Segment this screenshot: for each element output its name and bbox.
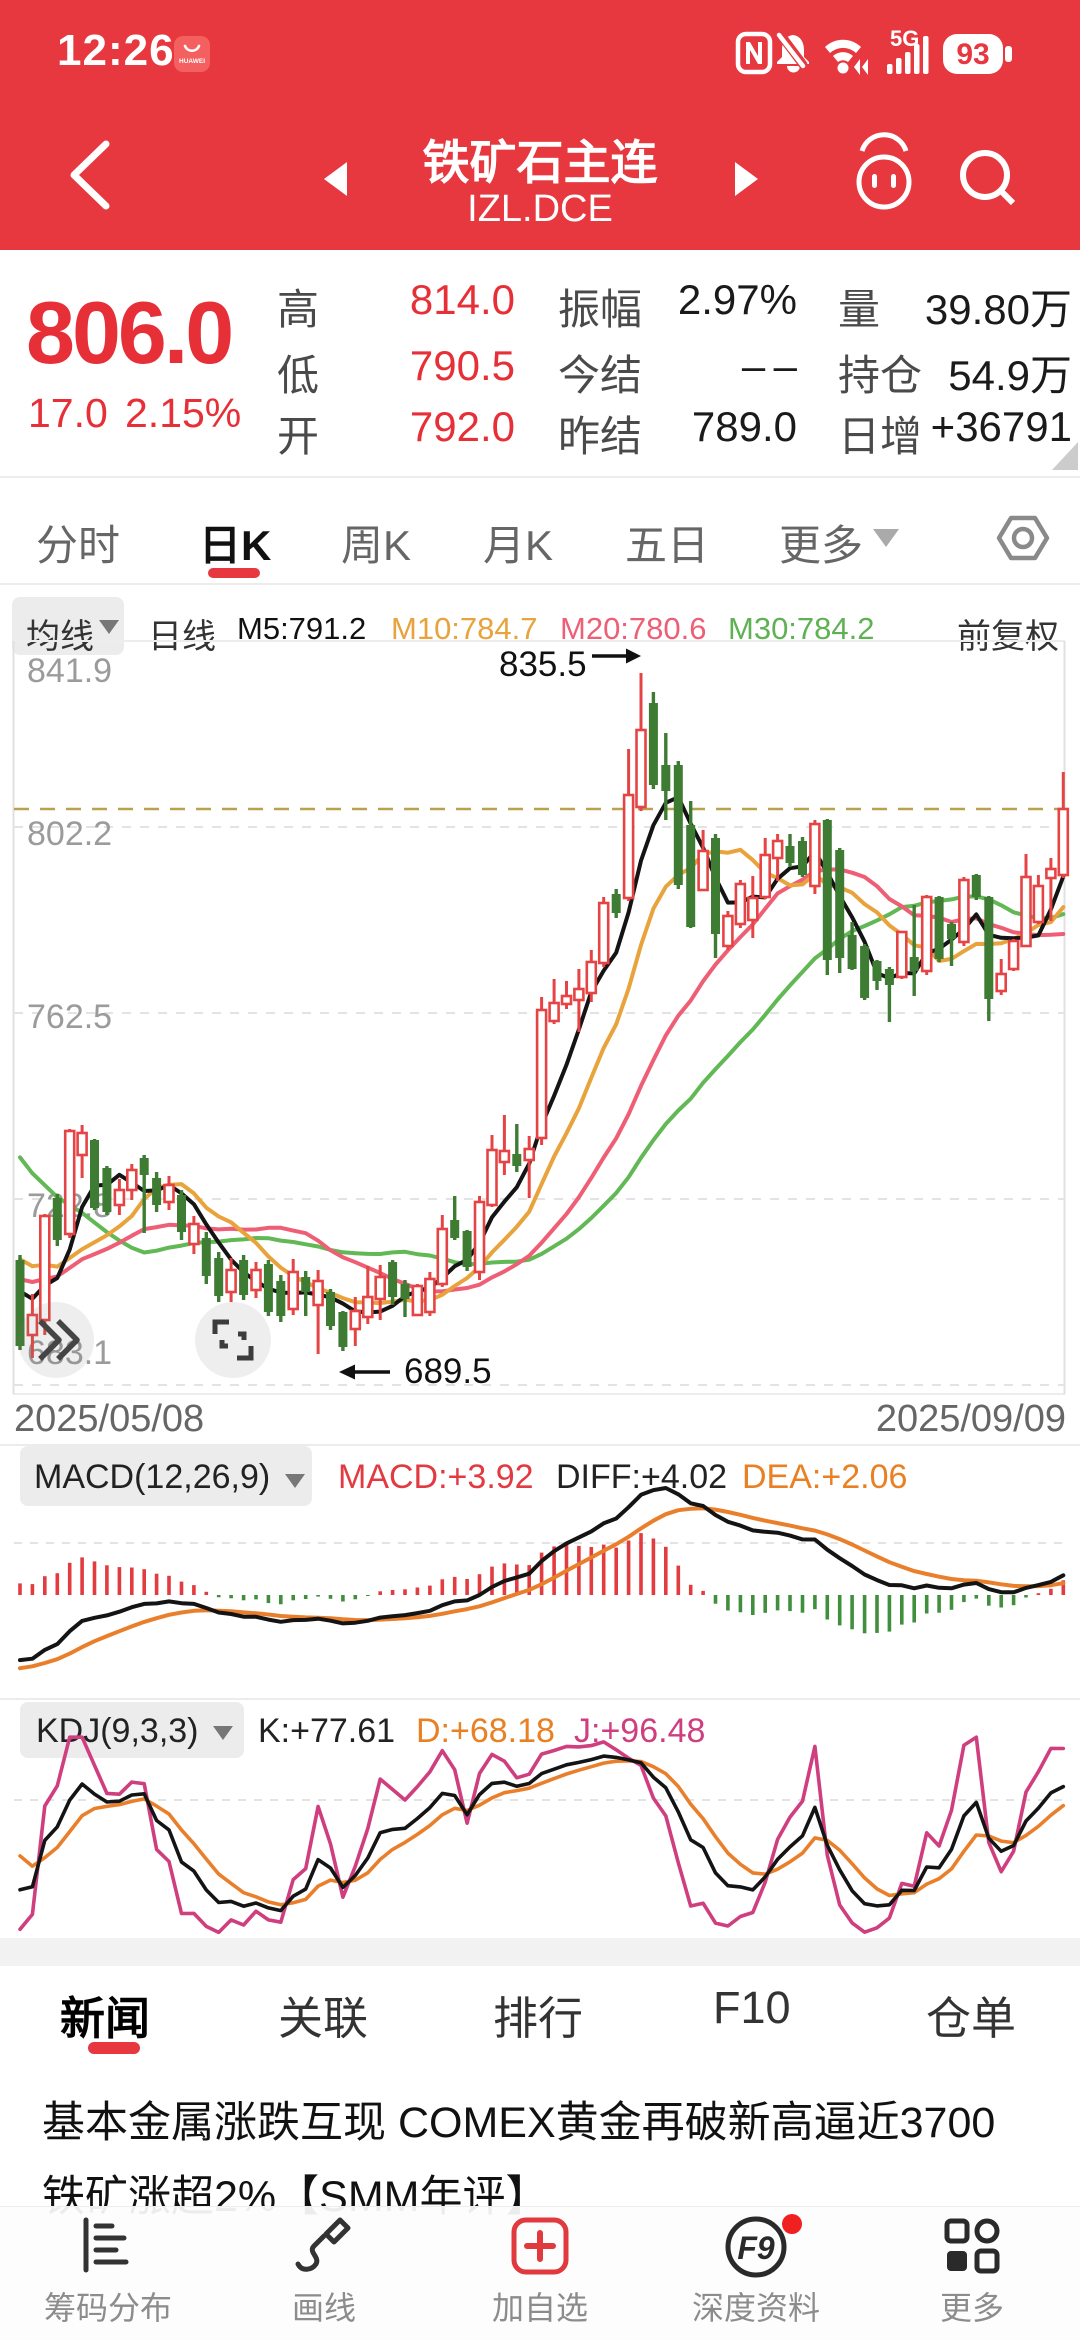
svg-text:93: 93 (956, 38, 989, 71)
svg-text:683.1: 683.1 (27, 1334, 112, 1372)
svg-text:802.2: 802.2 (27, 815, 112, 853)
svg-text:762.5: 762.5 (27, 998, 112, 1036)
svg-text:HUAWEI: HUAWEI (179, 58, 205, 65)
svg-text:835.5: 835.5 (499, 645, 587, 684)
svg-text:841.9: 841.9 (27, 652, 112, 690)
svg-text:F9: F9 (737, 2230, 775, 2266)
svg-text:689.5: 689.5 (404, 1352, 492, 1391)
